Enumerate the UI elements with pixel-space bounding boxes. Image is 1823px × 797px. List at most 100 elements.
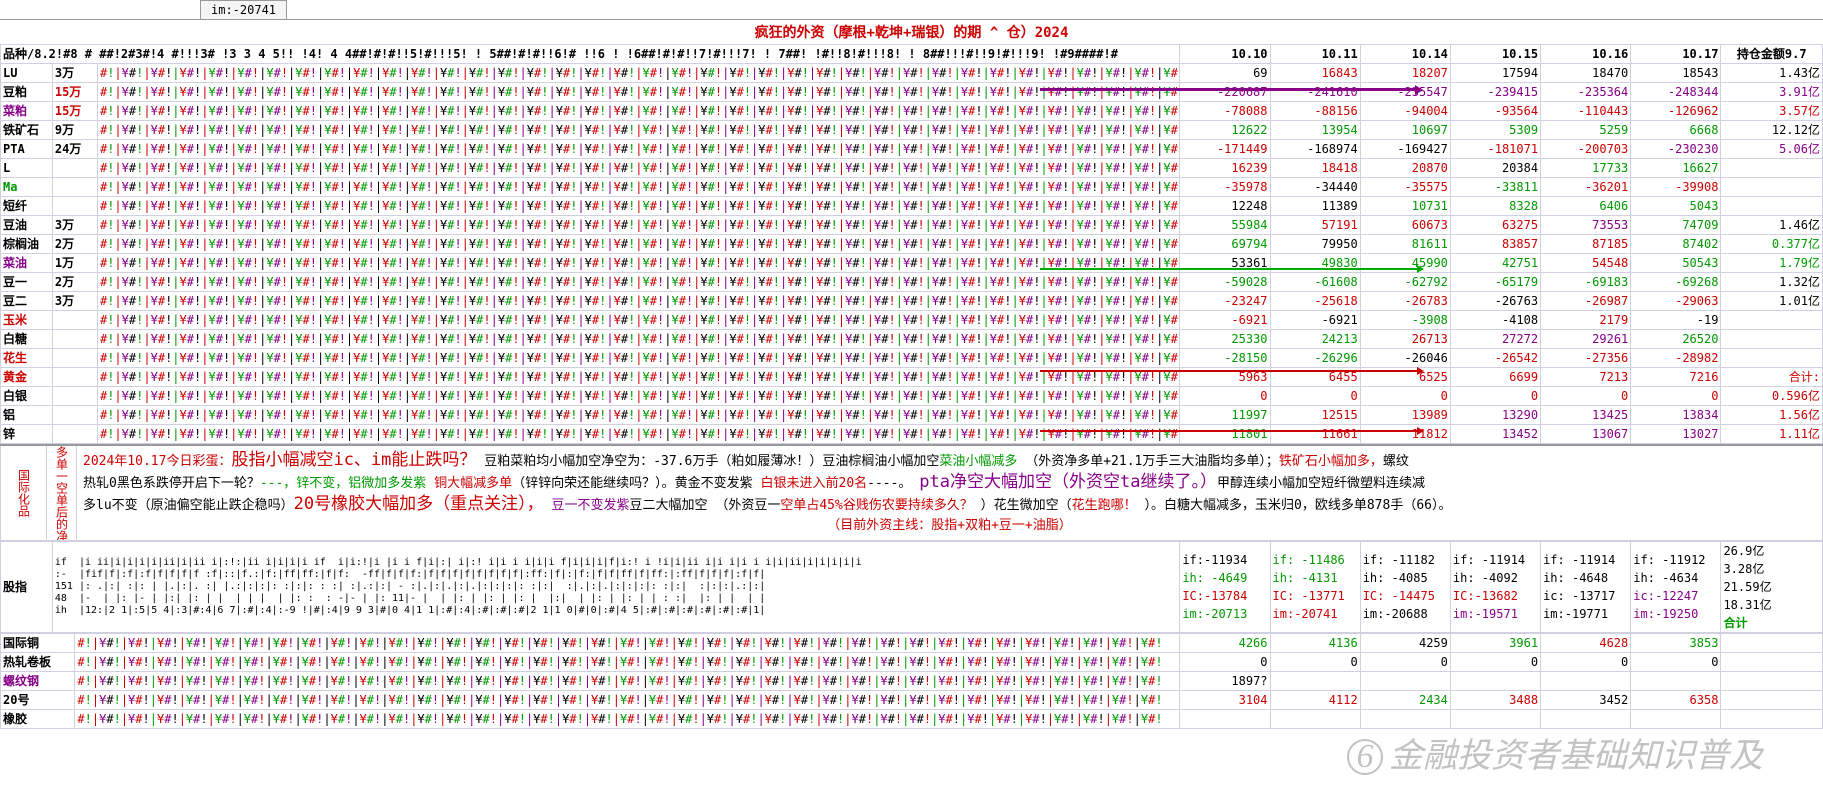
row-hold: 1.79亿 xyxy=(1721,254,1823,273)
bcell-1-0: 0 xyxy=(1180,653,1270,672)
cell-8-4: 73553 xyxy=(1541,216,1631,235)
cell-8-0: 55984 xyxy=(1180,216,1270,235)
row-hold: 1.01亿 xyxy=(1721,292,1823,311)
row-spark: #!|¥#!|¥#!|¥#!|¥#!|¥#!|¥#!|¥#!|¥#!|¥#!|¥… xyxy=(97,83,1179,102)
cell-5-4: 17733 xyxy=(1541,159,1631,178)
bcell-0-2: 4259 xyxy=(1360,634,1450,653)
row-name: 棕榈油 xyxy=(1,235,53,254)
cell-11-5: -69268 xyxy=(1631,273,1721,292)
cell-2-2: -94004 xyxy=(1360,102,1450,121)
cell-6-1: -34440 xyxy=(1270,178,1360,197)
cell-17-4: 0 xyxy=(1541,387,1631,406)
cell-4-4: -200703 xyxy=(1541,140,1631,159)
table-row: 铝#!|¥#!|¥#!|¥#!|¥#!|¥#!|¥#!|¥#!|¥#!|¥#!|… xyxy=(1,406,1823,425)
cell-14-5: 26520 xyxy=(1631,330,1721,349)
cell-9-5: 87402 xyxy=(1631,235,1721,254)
main-table: 品种/8.2!#8 # ##!2#3#!4 #!!!3# !3 3 4 5!! … xyxy=(0,44,1823,444)
bcell-2-2 xyxy=(1360,672,1450,691)
row-scale xyxy=(52,406,97,425)
bcell-3-4: 3452 xyxy=(1541,691,1631,710)
cell-11-4: -69183 xyxy=(1541,273,1631,292)
cell-15-4: -27356 xyxy=(1541,349,1631,368)
table-row: 花生#!|¥#!|¥#!|¥#!|¥#!|¥#!|¥#!|¥#!|¥#!|¥#!… xyxy=(1,349,1823,368)
cell-9-4: 87185 xyxy=(1541,235,1631,254)
idx-label: 股指 xyxy=(1,542,53,633)
cell-2-4: -110443 xyxy=(1541,102,1631,121)
row-scale xyxy=(52,311,97,330)
cell-0-5: 18543 xyxy=(1631,64,1721,83)
cell-19-2: 11812 xyxy=(1360,425,1450,444)
idx-col-2: if: -11182ih: -4085IC: -14475im:-20688 xyxy=(1360,542,1450,633)
row-hold: 0.596亿 xyxy=(1721,387,1823,406)
cell-19-4: 13067 xyxy=(1541,425,1631,444)
cell-12-2: -26783 xyxy=(1360,292,1450,311)
row-spark: #!|¥#!|¥#!|¥#!|¥#!|¥#!|¥#!|¥#!|¥#!|¥#!|¥… xyxy=(97,254,1179,273)
active-tab[interactable]: im:-20741 xyxy=(200,0,287,19)
cell-15-3: -26542 xyxy=(1450,349,1540,368)
bcell-0-0: 4266 xyxy=(1180,634,1270,653)
row-scale: 15万 xyxy=(52,102,97,121)
table-row: 豆一2万#!|¥#!|¥#!|¥#!|¥#!|¥#!|¥#!|¥#!|¥#!|¥… xyxy=(1,273,1823,292)
cell-18-3: 13290 xyxy=(1450,406,1540,425)
row-spark: #!|¥#!|¥#!|¥#!|¥#!|¥#!|¥#!|¥#!|¥#!|¥#!|¥… xyxy=(97,368,1179,387)
row-name: 豆一 xyxy=(1,273,53,292)
cell-12-0: -23247 xyxy=(1180,292,1270,311)
table-row: Ma#!|¥#!|¥#!|¥#!|¥#!|¥#!|¥#!|¥#!|¥#!|¥#!… xyxy=(1,178,1823,197)
cell-18-4: 13425 xyxy=(1541,406,1631,425)
bcell-4-2 xyxy=(1360,710,1450,729)
row-scale: 2万 xyxy=(52,273,97,292)
side-label: 多单一空单后的净持仓 xyxy=(47,445,77,541)
cell-0-3: 17594 xyxy=(1450,64,1540,83)
row-hold: 0.377亿 xyxy=(1721,235,1823,254)
cell-15-5: -28982 xyxy=(1631,349,1721,368)
cell-1-2: -235547 xyxy=(1360,83,1450,102)
cell-13-3: -4108 xyxy=(1450,311,1540,330)
row-name: 白糖 xyxy=(1,330,53,349)
bcell-2-4 xyxy=(1541,672,1631,691)
bcell-4-3 xyxy=(1450,710,1540,729)
row-spark: #!|¥#!|¥#!|¥#!|¥#!|¥#!|¥#!|¥#!|¥#!|¥#!|¥… xyxy=(97,292,1179,311)
watermark: 6金融投资者基础知识普及 xyxy=(1347,728,1763,777)
cell-0-2: 18207 xyxy=(1360,64,1450,83)
row-name: Ma xyxy=(1,178,53,197)
table-row: 玉米#!|¥#!|¥#!|¥#!|¥#!|¥#!|¥#!|¥#!|¥#!|¥#!… xyxy=(1,311,1823,330)
cell-8-5: 74709 xyxy=(1631,216,1721,235)
row-scale: 9万 xyxy=(52,121,97,140)
row-name: 玉米 xyxy=(1,311,53,330)
cell-9-1: 79950 xyxy=(1270,235,1360,254)
cell-5-1: 18418 xyxy=(1270,159,1360,178)
row-hold xyxy=(1721,197,1823,216)
col-header-hold: 持仓金额9.7 xyxy=(1721,45,1823,64)
row-scale xyxy=(52,330,97,349)
intl-group-label: 国际化品 xyxy=(1,445,47,541)
cell-2-0: -78088 xyxy=(1180,102,1270,121)
row-scale xyxy=(52,159,97,178)
cell-18-0: 11997 xyxy=(1180,406,1270,425)
row-name: 锌 xyxy=(1,425,53,444)
cell-5-5: 16627 xyxy=(1631,159,1721,178)
row-scale: 3万 xyxy=(52,292,97,311)
bcell-0-3: 3961 xyxy=(1450,634,1540,653)
cell-12-3: -26763 xyxy=(1450,292,1540,311)
cell-4-2: -169427 xyxy=(1360,140,1450,159)
cell-8-2: 60673 xyxy=(1360,216,1450,235)
row-spark: #!|¥#!|¥#!|¥#!|¥#!|¥#!|¥#!|¥#!|¥#!|¥#!|¥… xyxy=(97,330,1179,349)
col-header-date-3: 10.15 xyxy=(1450,45,1540,64)
bcell-0-4: 4628 xyxy=(1541,634,1631,653)
cell-13-5: -19 xyxy=(1631,311,1721,330)
cell-17-2: 0 xyxy=(1360,387,1450,406)
cell-14-0: 25330 xyxy=(1180,330,1270,349)
bottom-spark: #!|¥#!|¥#!|¥#!|¥#!|¥#!|¥#!|¥#!|¥#!|¥#!|¥… xyxy=(75,653,1180,672)
cell-7-1: 11389 xyxy=(1270,197,1360,216)
cell-1-0: -220687 xyxy=(1180,83,1270,102)
row-hold: 合计: xyxy=(1721,368,1823,387)
cell-0-4: 18470 xyxy=(1541,64,1631,83)
cell-6-5: -39908 xyxy=(1631,178,1721,197)
row-name: 铁矿石 xyxy=(1,121,53,140)
cell-12-1: -25618 xyxy=(1270,292,1360,311)
row-scale: 15万 xyxy=(52,83,97,102)
idx-col-5: if: -11912ih: -4634ic:-12247im:-19250 xyxy=(1631,542,1721,633)
cell-13-2: -3908 xyxy=(1360,311,1450,330)
row-name: 豆油 xyxy=(1,216,53,235)
row-spark: #!|¥#!|¥#!|¥#!|¥#!|¥#!|¥#!|¥#!|¥#!|¥#!|¥… xyxy=(97,425,1179,444)
